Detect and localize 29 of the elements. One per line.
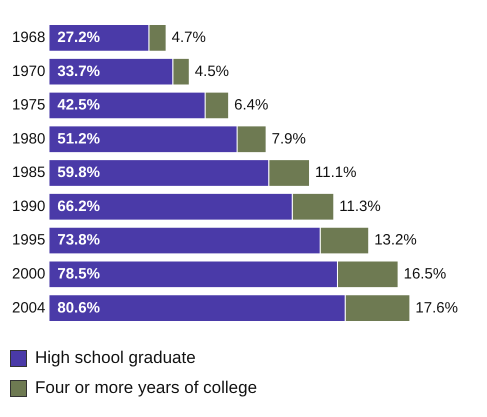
data-label: 51.2% (57, 130, 100, 148)
y-tick-label: 1995 (12, 232, 46, 249)
data-label: 16.5% (404, 265, 446, 282)
data-label: 4.7% (172, 29, 206, 46)
data-label: 42.5% (57, 96, 100, 114)
y-tick-label: 1980 (12, 130, 46, 148)
data-label: 4.5% (194, 62, 230, 80)
data-label: 17.6% (415, 299, 458, 316)
data-label: 66.2% (57, 198, 100, 215)
data-label: 11.1% (315, 164, 356, 182)
y-tick-label: 1985 (12, 164, 46, 182)
y-tick-label: 1975 (12, 96, 46, 114)
data-label: 33.7% (57, 62, 100, 80)
y-tick-label: 1970 (12, 62, 46, 80)
data-label: 11.3% (339, 198, 381, 215)
y-tick-label: 1968 (12, 29, 46, 46)
legend-label: High school graduate (35, 348, 196, 368)
y-tick-label: 1990 (12, 198, 46, 215)
data-label: 6.4% (234, 96, 268, 114)
data-label: 78.5% (57, 265, 100, 282)
data-label: 59.8% (57, 164, 100, 182)
data-label: 73.8% (57, 232, 100, 249)
legend-label: Four or more years of college (35, 378, 258, 398)
data-label: 7.9% (272, 130, 306, 148)
y-tick-label: 2004 (12, 299, 46, 316)
data-label: 80.6% (57, 299, 100, 316)
data-label: 13.2% (374, 232, 417, 249)
data-label: 27.2% (57, 29, 100, 46)
y-tick-label: 2000 (12, 265, 46, 282)
